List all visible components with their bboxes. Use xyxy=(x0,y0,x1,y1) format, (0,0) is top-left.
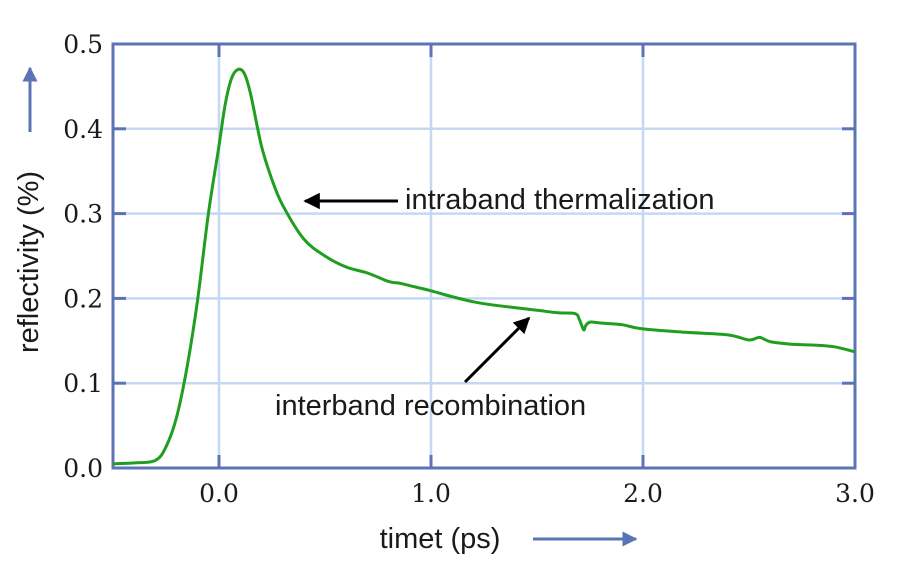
x-tick-label: 2.0 xyxy=(623,479,663,508)
x-tick-label: 1.0 xyxy=(411,479,451,508)
annotation-arrow-interband xyxy=(463,316,531,384)
x-axis-label: timet (ps) xyxy=(380,523,501,555)
y-tick-label: 0.5 xyxy=(63,30,103,59)
y-tick-label: 0.4 xyxy=(63,115,103,144)
y-tick-label: 0.2 xyxy=(63,284,103,313)
plot-frame xyxy=(111,42,857,470)
annotation-intraband-thermalization: intraband thermalization xyxy=(405,184,715,216)
y-tick-label: 0.1 xyxy=(63,369,103,398)
y-tick-label: 0.0 xyxy=(63,454,103,483)
series-layer xyxy=(112,67,856,466)
x-tick-label: 0.0 xyxy=(199,479,239,508)
tick-labels: 0.0 1.0 2.0 3.0 0.0 0.1 0.2 0.3 0.4 0.5 xyxy=(63,30,875,508)
x-tick-label: 3.0 xyxy=(835,479,875,508)
y-tick-label: 0.3 xyxy=(63,200,103,229)
plot-border xyxy=(111,42,857,470)
reflectivity-series-line xyxy=(112,67,856,466)
annotation-interband-recombination: interband recombination xyxy=(275,390,586,422)
y-axis-label: reflectivity (%) xyxy=(13,171,45,353)
